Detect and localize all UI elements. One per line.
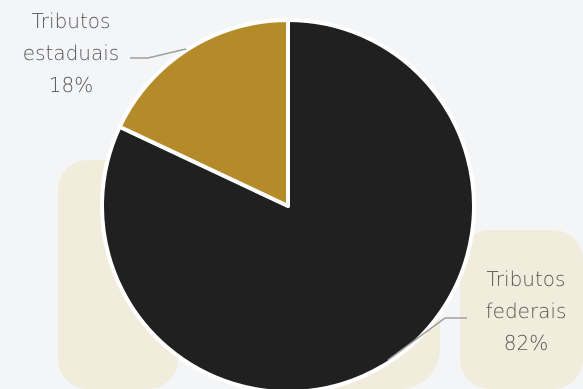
slice-labels: Tributos federais 82% Tributos estaduais 18% — [23, 9, 567, 355]
slice-label-1-line-0: Tributos — [32, 9, 111, 33]
slice-value-label-0: 82% — [504, 331, 548, 355]
leader-lines — [130, 48, 467, 361]
pie-slices — [100, 18, 476, 389]
leader-line-0 — [387, 317, 467, 361]
leader-line-1 — [130, 48, 187, 59]
slice-label-0-line-1: federais — [486, 299, 567, 323]
slice-label-0-line-0: Tributos — [487, 267, 566, 291]
slice-label-1-line-1: estaduais — [23, 41, 119, 65]
slice-value-label-1: 18% — [49, 73, 93, 97]
pie-slice-1 — [117, 18, 290, 208]
